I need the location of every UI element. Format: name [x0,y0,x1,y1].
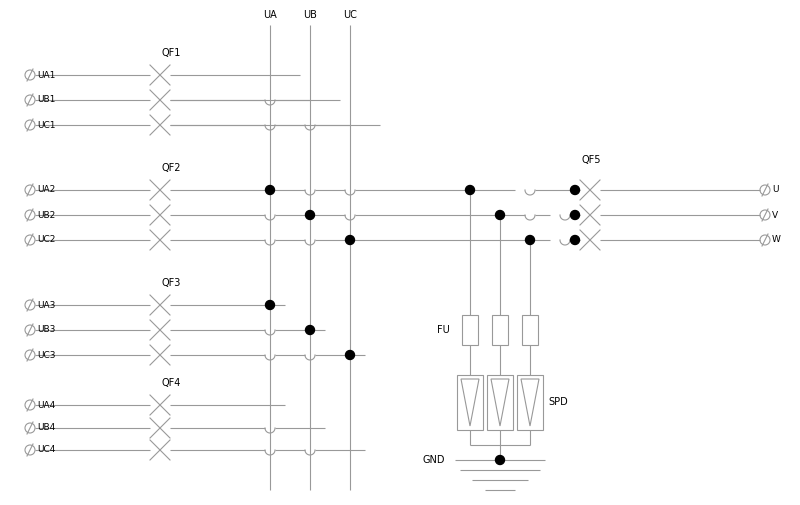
Circle shape [570,211,579,220]
Bar [487,375,513,430]
Circle shape [346,350,354,360]
Text: UB: UB [303,10,317,20]
Circle shape [570,185,579,194]
Circle shape [266,300,274,310]
Circle shape [466,185,474,194]
Text: UA3: UA3 [37,300,55,310]
Bar [462,315,478,345]
Bar [492,315,508,345]
Circle shape [526,235,534,244]
Text: GND: GND [422,455,445,465]
Text: UC4: UC4 [37,445,55,455]
Text: UA4: UA4 [37,400,55,410]
Text: UB1: UB1 [37,95,55,105]
Circle shape [495,456,505,465]
Text: W: W [772,235,781,244]
Bar [517,375,543,430]
Text: V: V [772,211,778,220]
Circle shape [570,235,579,244]
Circle shape [495,211,505,220]
Text: QF5: QF5 [582,155,602,165]
Text: UC: UC [343,10,357,20]
Circle shape [266,185,274,194]
Circle shape [306,211,314,220]
Text: UB3: UB3 [37,326,55,334]
Text: QF3: QF3 [162,278,182,288]
Polygon shape [461,379,479,426]
Bar [522,315,538,345]
Text: SPD: SPD [548,397,568,407]
Polygon shape [491,379,509,426]
Text: UC2: UC2 [37,235,55,244]
Text: UA: UA [263,10,277,20]
Text: U: U [772,185,778,194]
Text: UA1: UA1 [37,71,55,79]
Text: UC3: UC3 [37,350,55,360]
Text: FU: FU [438,325,450,335]
Bar [457,375,483,430]
Circle shape [306,326,314,334]
Text: UA2: UA2 [37,185,55,194]
Text: QF1: QF1 [162,48,182,58]
Text: UC1: UC1 [37,121,55,129]
Text: QF4: QF4 [162,378,182,388]
Text: UB2: UB2 [37,211,55,220]
Text: UB4: UB4 [37,424,55,432]
Text: QF2: QF2 [162,163,182,173]
Polygon shape [521,379,539,426]
Circle shape [346,235,354,244]
